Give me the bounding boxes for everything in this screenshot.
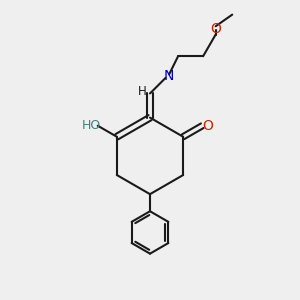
Text: HO: HO — [82, 119, 101, 132]
Text: N: N — [164, 69, 174, 83]
Text: O: O — [202, 119, 213, 133]
Text: H: H — [138, 85, 147, 98]
Text: O: O — [210, 22, 221, 36]
